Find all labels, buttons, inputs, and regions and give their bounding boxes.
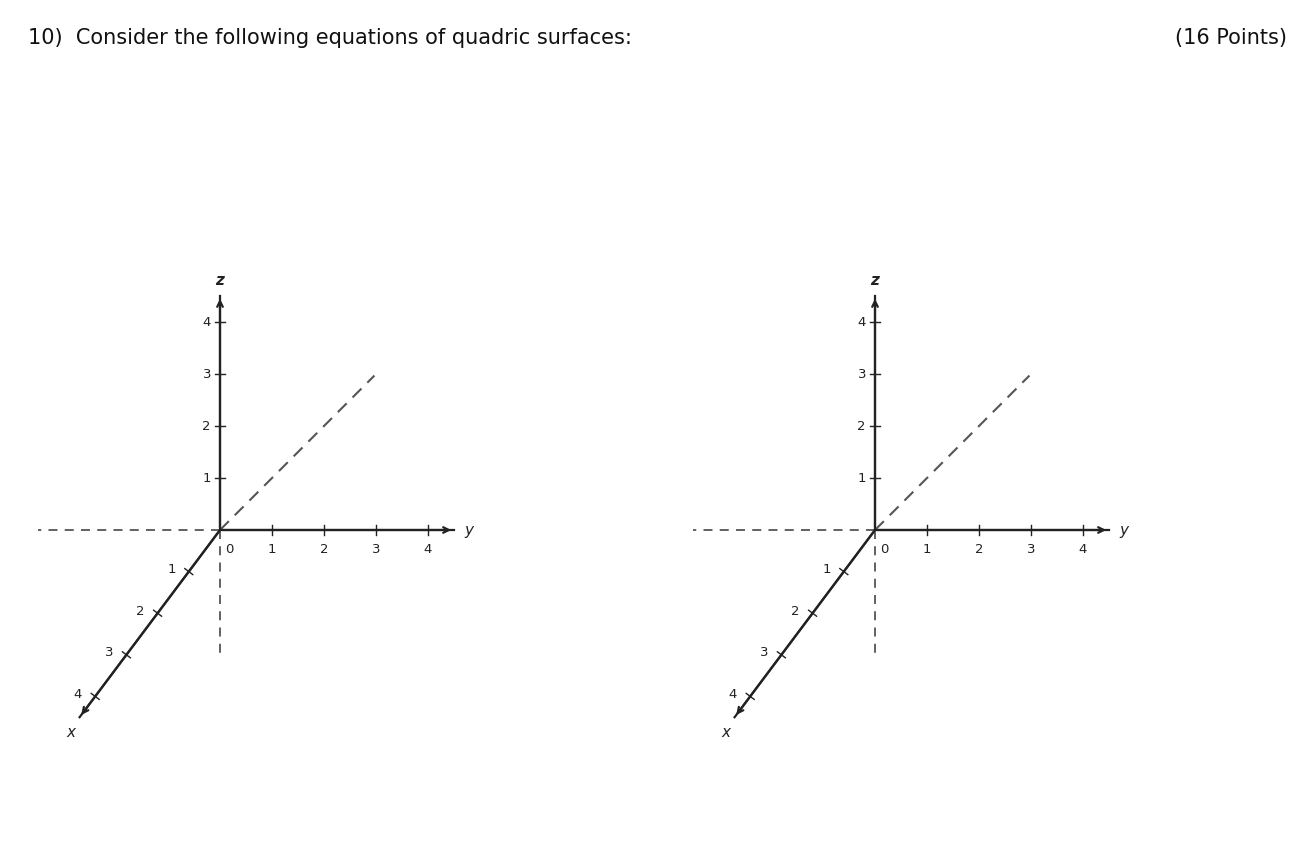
Text: 1: 1 <box>822 563 831 576</box>
Text: 1: 1 <box>203 471 210 484</box>
Text: 4: 4 <box>74 688 83 701</box>
Text: (16 Points): (16 Points) <box>1176 28 1287 48</box>
Text: 4: 4 <box>857 315 867 328</box>
Text: 2: 2 <box>320 543 329 556</box>
Text: x: x <box>722 725 731 740</box>
Text: 1: 1 <box>167 563 176 576</box>
Text: 4: 4 <box>423 543 433 556</box>
Text: 4: 4 <box>1078 543 1088 556</box>
Text: 0: 0 <box>880 543 889 556</box>
Text: 2: 2 <box>792 605 800 617</box>
Text: x: x <box>67 725 75 740</box>
Text: 3: 3 <box>857 367 867 381</box>
Text: z: z <box>871 273 880 288</box>
Text: 2: 2 <box>974 543 984 556</box>
Text: 1: 1 <box>923 543 931 556</box>
Text: 0: 0 <box>225 543 233 556</box>
Text: 2: 2 <box>857 420 867 432</box>
Text: 2: 2 <box>203 420 210 432</box>
Text: z: z <box>216 273 225 288</box>
Text: 4: 4 <box>203 315 210 328</box>
Text: 2: 2 <box>135 605 145 617</box>
Text: 3: 3 <box>105 646 113 659</box>
Text: y: y <box>464 522 473 538</box>
Text: 1: 1 <box>857 471 867 484</box>
Text: 3: 3 <box>203 367 210 381</box>
Text: 3: 3 <box>760 646 768 659</box>
Text: 4: 4 <box>729 688 738 701</box>
Text: 1: 1 <box>268 543 276 556</box>
Text: 3: 3 <box>372 543 380 556</box>
Text: 10)  Consider the following equations of quadric surfaces:: 10) Consider the following equations of … <box>28 28 633 48</box>
Text: y: y <box>1119 522 1128 538</box>
Text: 3: 3 <box>1027 543 1035 556</box>
